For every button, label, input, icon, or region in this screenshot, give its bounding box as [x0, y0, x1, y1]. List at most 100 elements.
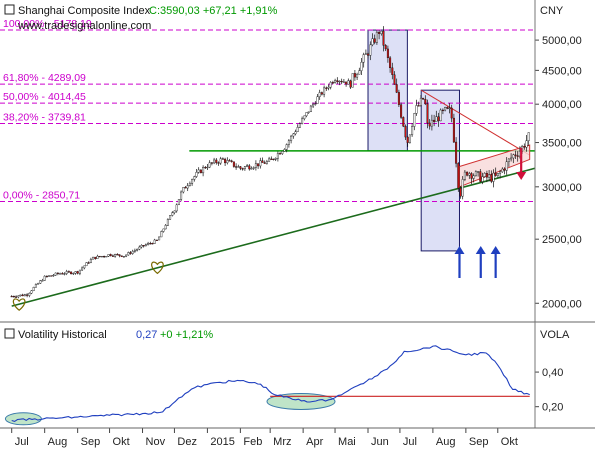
candle-body [41, 280, 44, 282]
candle-body [65, 271, 68, 274]
candle-body [204, 167, 207, 169]
candle-body [107, 254, 110, 257]
fib-label: 100,00% - 5178,19 [3, 18, 92, 30]
x-tick-label: Apr [306, 436, 323, 448]
candle-body [483, 173, 486, 177]
candle-body [100, 255, 103, 258]
candle-body [182, 187, 185, 193]
candle-body [290, 135, 293, 141]
candle-body [351, 73, 354, 88]
x-tick-label: Okt [113, 436, 130, 448]
candle-body [334, 80, 337, 84]
candle-body [219, 158, 222, 164]
candle-body [320, 92, 323, 95]
candle-body [144, 244, 147, 247]
vol-title: Volatility Historical [18, 329, 107, 341]
candle-body [180, 191, 183, 200]
candle-body [74, 271, 77, 274]
candle-body [206, 166, 209, 169]
candle-body [384, 45, 387, 50]
candle-body [525, 140, 528, 148]
candle-body [444, 107, 447, 111]
candle-body [397, 92, 400, 105]
candle-body [138, 246, 141, 250]
candle-body [490, 174, 493, 182]
candle-body [340, 80, 343, 83]
candle-body [411, 126, 414, 136]
candle-body [417, 105, 420, 107]
candle-body [510, 157, 513, 160]
x-tick-label: Aug [436, 436, 456, 448]
candle-body [287, 140, 290, 145]
candle-body [125, 254, 128, 257]
candle-body [276, 153, 279, 159]
volatility-header: Volatility Historical 0,27 +0 +1,21% VOL… [4, 328, 570, 341]
candle-body [305, 112, 308, 117]
price-y-tick-label: 5000,00 [542, 35, 582, 47]
candle-body [210, 162, 213, 164]
up-arrow-head [490, 246, 501, 254]
x-tick-label: Sep [81, 436, 101, 448]
candle-body [122, 256, 125, 258]
candle-body [118, 254, 121, 256]
candle-body [316, 96, 319, 104]
price-y-tick-label: 2000,00 [542, 298, 582, 310]
candle-body [419, 97, 422, 106]
price-y-axis: 2000,00 2500,00 3000,00 3500,00 4000,00 4500,… [535, 35, 582, 310]
candle-body [378, 31, 381, 34]
vol-y-tick-label: 0,20 [542, 402, 563, 414]
x-axis: Jul Aug Sep Okt Nov Dez 2015 Feb Mrz Apr Mai Jun Jul… [11, 428, 518, 448]
candle-body [455, 141, 458, 164]
candle-body [426, 103, 429, 124]
candle-body [301, 118, 304, 124]
candle-body [103, 255, 106, 258]
candle-body [477, 171, 480, 173]
candle-body [92, 256, 95, 260]
candle-body [72, 272, 75, 275]
candle-body [177, 199, 180, 206]
candle-body [257, 163, 260, 167]
x-tick-label: Nov [146, 436, 166, 448]
vol-y-tick-label: 0,40 [542, 367, 563, 379]
candle-body [507, 158, 510, 162]
candle-body [298, 123, 301, 128]
candle-body [30, 290, 33, 294]
candle-body [369, 44, 372, 56]
candle-body [479, 171, 482, 182]
trend-lines [11, 89, 536, 307]
x-tick-label: Sep [469, 436, 489, 448]
price-y-tick-label: 4000,00 [542, 99, 582, 111]
candle-body [514, 154, 517, 156]
candle-body [492, 172, 495, 182]
x-tick-label: Feb [243, 436, 262, 448]
candle-body [78, 269, 81, 274]
candle-body [331, 82, 334, 84]
candle-body [63, 273, 66, 275]
candle-body [279, 153, 282, 155]
candle-body [281, 151, 284, 154]
vol-unit-label: VOLA [540, 329, 570, 341]
volatility-ellipses [4, 393, 336, 426]
candle-body [19, 294, 22, 297]
watermark: www.tradesignalonline.com [17, 20, 151, 32]
candle-body [283, 149, 286, 152]
candle-body [10, 295, 13, 298]
candle-body [153, 239, 156, 244]
x-tick-label: Dez [177, 436, 197, 448]
candle-body [228, 160, 231, 162]
candle-body [160, 231, 163, 238]
highlight-boxes [367, 29, 460, 252]
x-tick-label: Aug [48, 436, 68, 448]
x-tick-label: Mrz [273, 436, 291, 448]
x-tick-label: Jul [15, 436, 29, 448]
candle-body [364, 53, 367, 55]
up-arrow-head [454, 246, 465, 254]
volatility-y-axis: 0,20 0,40 [535, 367, 563, 414]
candle-body [439, 109, 442, 122]
candle-body [197, 169, 200, 173]
candle-body [263, 162, 266, 164]
signal-arrows [12, 148, 527, 311]
candle-body [459, 187, 462, 197]
candle-body [48, 275, 51, 277]
candle-body [81, 267, 84, 271]
